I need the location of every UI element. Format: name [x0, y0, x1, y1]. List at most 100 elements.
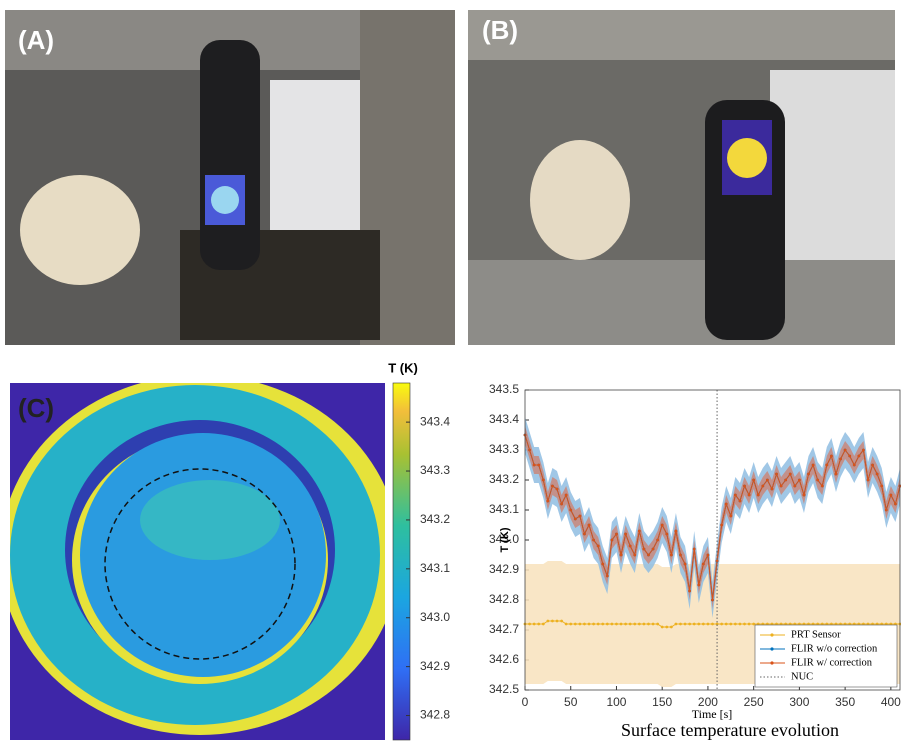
point [775, 472, 778, 476]
point [834, 472, 838, 476]
point [674, 529, 678, 533]
x-tick-label: 100 [606, 695, 626, 709]
point [697, 622, 701, 626]
point [619, 622, 623, 626]
error-band [525, 426, 900, 609]
panel-label: (B) [482, 15, 518, 45]
point [738, 622, 742, 626]
point [692, 547, 696, 551]
point [560, 502, 563, 506]
point [729, 622, 733, 626]
point [816, 622, 820, 626]
point [551, 619, 554, 623]
point [656, 538, 660, 542]
point [674, 622, 678, 626]
point [541, 478, 545, 482]
point [811, 463, 815, 467]
point [866, 622, 870, 626]
point [651, 547, 655, 551]
colorbar-tick-label: 343.0 [420, 610, 450, 624]
point [729, 514, 733, 518]
colorbar-tick-label: 342.9 [420, 659, 450, 673]
point [628, 544, 632, 548]
point [830, 622, 833, 626]
point [569, 622, 573, 626]
y-axis-label: T (K) [499, 527, 511, 552]
point [592, 622, 595, 626]
point [669, 553, 673, 557]
point [683, 622, 687, 626]
y-tick-label: 343.0 [489, 532, 519, 546]
point [720, 622, 724, 626]
point [811, 622, 815, 626]
y-tick-label: 342.7 [489, 622, 519, 636]
point [816, 478, 820, 482]
point [770, 622, 774, 626]
point [711, 622, 714, 626]
point [843, 622, 847, 626]
y-tick-label: 343.2 [489, 472, 519, 486]
point [564, 622, 568, 626]
photo-a [5, 10, 455, 345]
point [839, 622, 842, 626]
point [752, 478, 756, 482]
chart-title: Surface temperature evolution [621, 720, 839, 740]
point [797, 622, 801, 626]
error-band [525, 417, 900, 618]
point [701, 622, 705, 626]
point [857, 622, 861, 626]
point [830, 454, 833, 458]
y-tick-label: 342.9 [489, 562, 519, 576]
point [560, 619, 563, 623]
plot-frame [524, 389, 901, 691]
point [619, 553, 623, 557]
colorbar [392, 382, 411, 741]
point [793, 622, 797, 626]
point [715, 622, 719, 626]
point [706, 553, 710, 557]
point [647, 622, 650, 626]
colorbar-tick-label: 343.4 [420, 414, 450, 428]
point [610, 538, 614, 542]
point [706, 622, 710, 626]
colorbar-tick-label: 343.1 [420, 561, 450, 575]
point [555, 619, 559, 623]
y-tick-label: 343.4 [489, 412, 519, 426]
point [802, 493, 806, 497]
point [871, 463, 874, 467]
point [825, 463, 829, 467]
point [633, 553, 637, 557]
point [711, 598, 714, 602]
legend-label: FLIR w/ correction [791, 657, 873, 668]
x-tick-label: 350 [835, 695, 855, 709]
photo-b [468, 10, 895, 345]
point [848, 454, 852, 458]
point [761, 484, 765, 488]
panel-label: (A) [18, 25, 54, 55]
point [532, 463, 536, 467]
point [807, 472, 810, 476]
y-tick-label: 343.5 [489, 382, 519, 396]
y-tick-label: 342.5 [489, 682, 519, 696]
colorbar-tick-label: 343.3 [420, 463, 450, 477]
point [688, 622, 692, 626]
x-tick-label: 200 [698, 695, 718, 709]
point [551, 484, 554, 488]
point [615, 622, 618, 626]
point [843, 448, 847, 452]
point [601, 622, 605, 626]
point [857, 454, 861, 458]
point [733, 622, 737, 626]
point [573, 517, 577, 521]
point [807, 622, 810, 626]
point [647, 553, 650, 557]
legend-label: NUC [791, 671, 813, 682]
point [624, 532, 628, 536]
point [605, 622, 609, 626]
point [752, 622, 756, 626]
point [587, 622, 591, 626]
point [779, 622, 783, 626]
point [779, 484, 783, 488]
y-tick-label: 342.8 [489, 592, 519, 606]
